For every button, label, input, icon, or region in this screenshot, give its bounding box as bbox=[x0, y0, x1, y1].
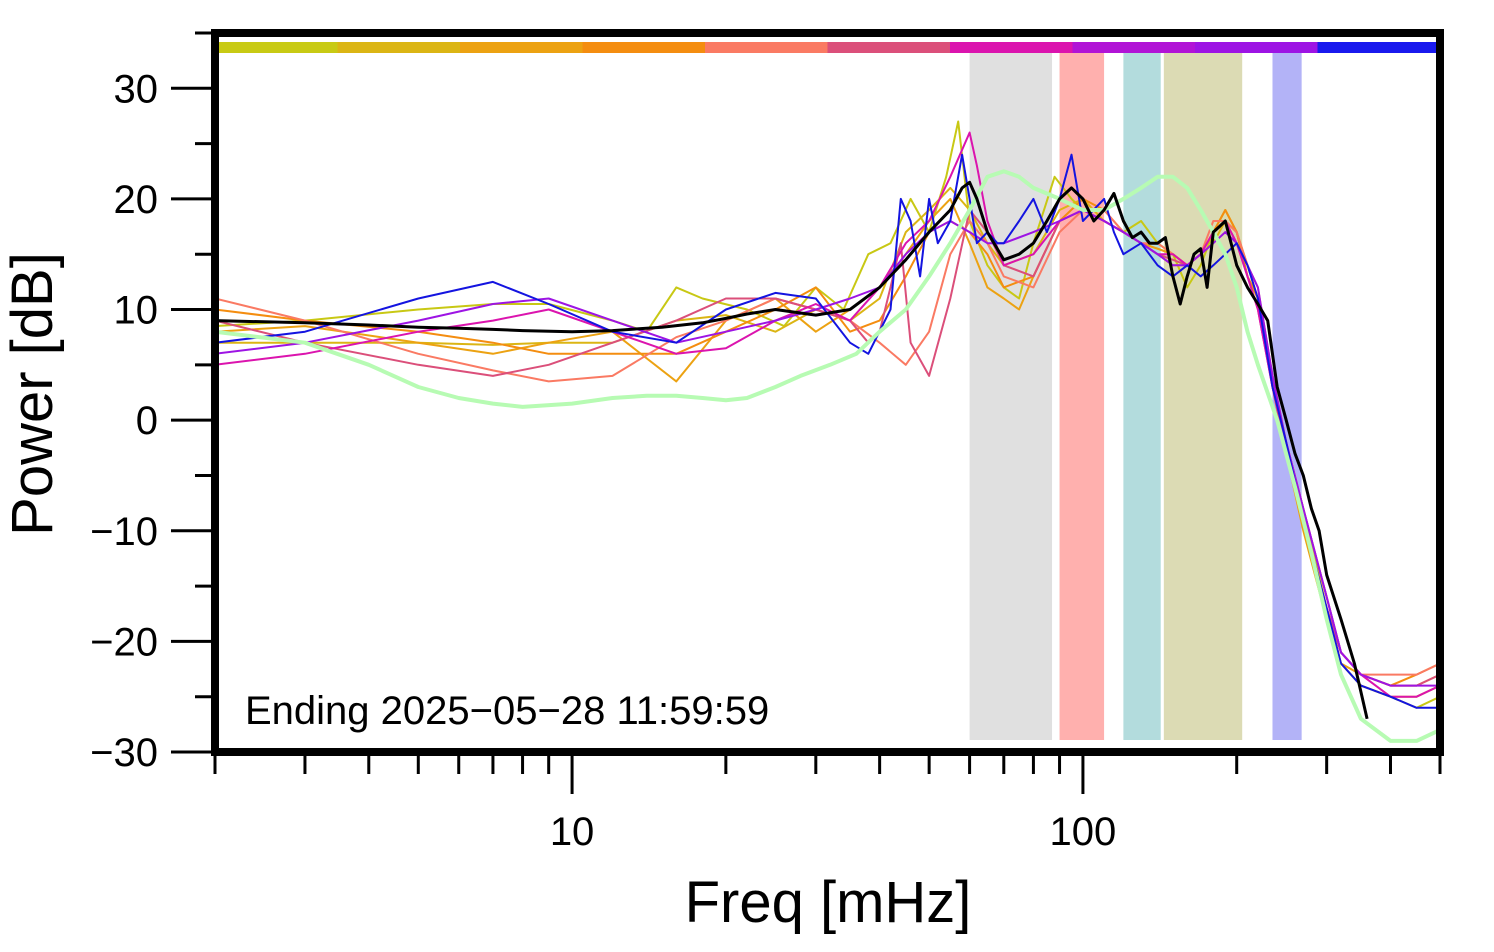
y-tick-label: 0 bbox=[136, 399, 158, 443]
frequency-bands bbox=[969, 52, 1302, 740]
series-line-10 bbox=[215, 169, 1440, 743]
series-line-9 bbox=[215, 153, 1440, 709]
series-line-6 bbox=[215, 209, 1440, 687]
y-tick-label: −30 bbox=[90, 731, 158, 775]
x-tick-label: 100 bbox=[1050, 810, 1117, 854]
x-tick-label: 10 bbox=[550, 810, 595, 854]
strip-segment-3 bbox=[460, 42, 583, 53]
x-axis-title: Freq [mHz] bbox=[685, 870, 972, 935]
series-line-8 bbox=[215, 209, 1440, 687]
series-line-7 bbox=[215, 131, 1440, 698]
x-axis-ticks: 10 100 bbox=[213, 752, 1442, 854]
series-line-3 bbox=[215, 197, 1440, 687]
color-strip bbox=[215, 42, 1441, 53]
y-axis-title: Power [dB] bbox=[0, 252, 65, 536]
strip-segment-8 bbox=[1072, 42, 1196, 53]
y-axis-ticks: 30 20 10 0 −10 −20 −30 bbox=[90, 31, 215, 775]
band-1 bbox=[969, 52, 1053, 740]
y-tick-label: −10 bbox=[90, 510, 158, 554]
y-tick-label: 30 bbox=[114, 67, 159, 111]
series-line-1 bbox=[215, 120, 1440, 709]
series-line-11 bbox=[215, 180, 1369, 720]
series-line-4 bbox=[215, 197, 1440, 687]
strip-segment-10 bbox=[1317, 42, 1441, 53]
plot-frame bbox=[211, 29, 1444, 756]
series-lines bbox=[215, 120, 1440, 743]
y-tick-label: −20 bbox=[90, 620, 158, 664]
band-4 bbox=[1163, 52, 1243, 740]
strip-segment-6 bbox=[827, 42, 951, 53]
series-line-2 bbox=[215, 186, 1440, 698]
band-3 bbox=[1123, 52, 1161, 740]
strip-segment-1 bbox=[215, 42, 338, 53]
strip-segment-5 bbox=[705, 42, 828, 53]
series-line-5 bbox=[215, 209, 1440, 676]
strip-segment-2 bbox=[337, 42, 461, 53]
chart-annotation: Ending 2025−05−28 11:59:59 bbox=[245, 689, 769, 733]
y-tick-label: 20 bbox=[114, 178, 159, 222]
strip-segment-4 bbox=[582, 42, 706, 53]
band-2 bbox=[1059, 52, 1105, 740]
y-tick-label: 10 bbox=[114, 289, 159, 333]
strip-segment-9 bbox=[1195, 42, 1318, 53]
strip-segment-7 bbox=[950, 42, 1073, 53]
